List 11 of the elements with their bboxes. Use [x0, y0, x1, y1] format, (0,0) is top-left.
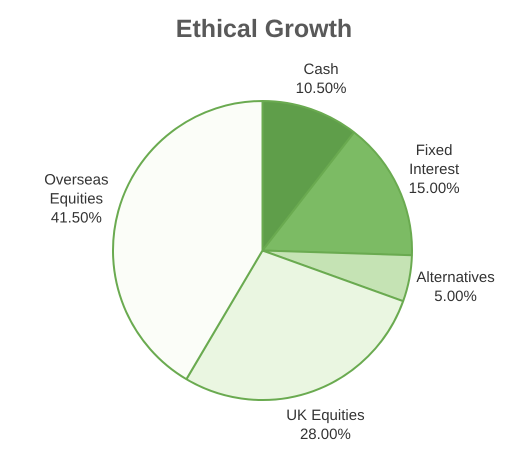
data-label: 28.00%	[300, 426, 351, 443]
slice-label: Alternatives	[416, 268, 495, 286]
chart-title: Ethical Growth	[176, 14, 352, 43]
slice-label: Fixed Interest	[409, 142, 460, 178]
data-label: 41.50%	[50, 210, 102, 227]
data-label: 10.50%	[296, 80, 346, 98]
data-label: 5.00%	[434, 288, 477, 305]
slice-label: Overseas Equities	[44, 172, 108, 208]
data-label: 15.00%	[408, 180, 460, 197]
slice-label: Cash	[304, 61, 339, 78]
slice-label: UK Equities	[286, 406, 365, 424]
